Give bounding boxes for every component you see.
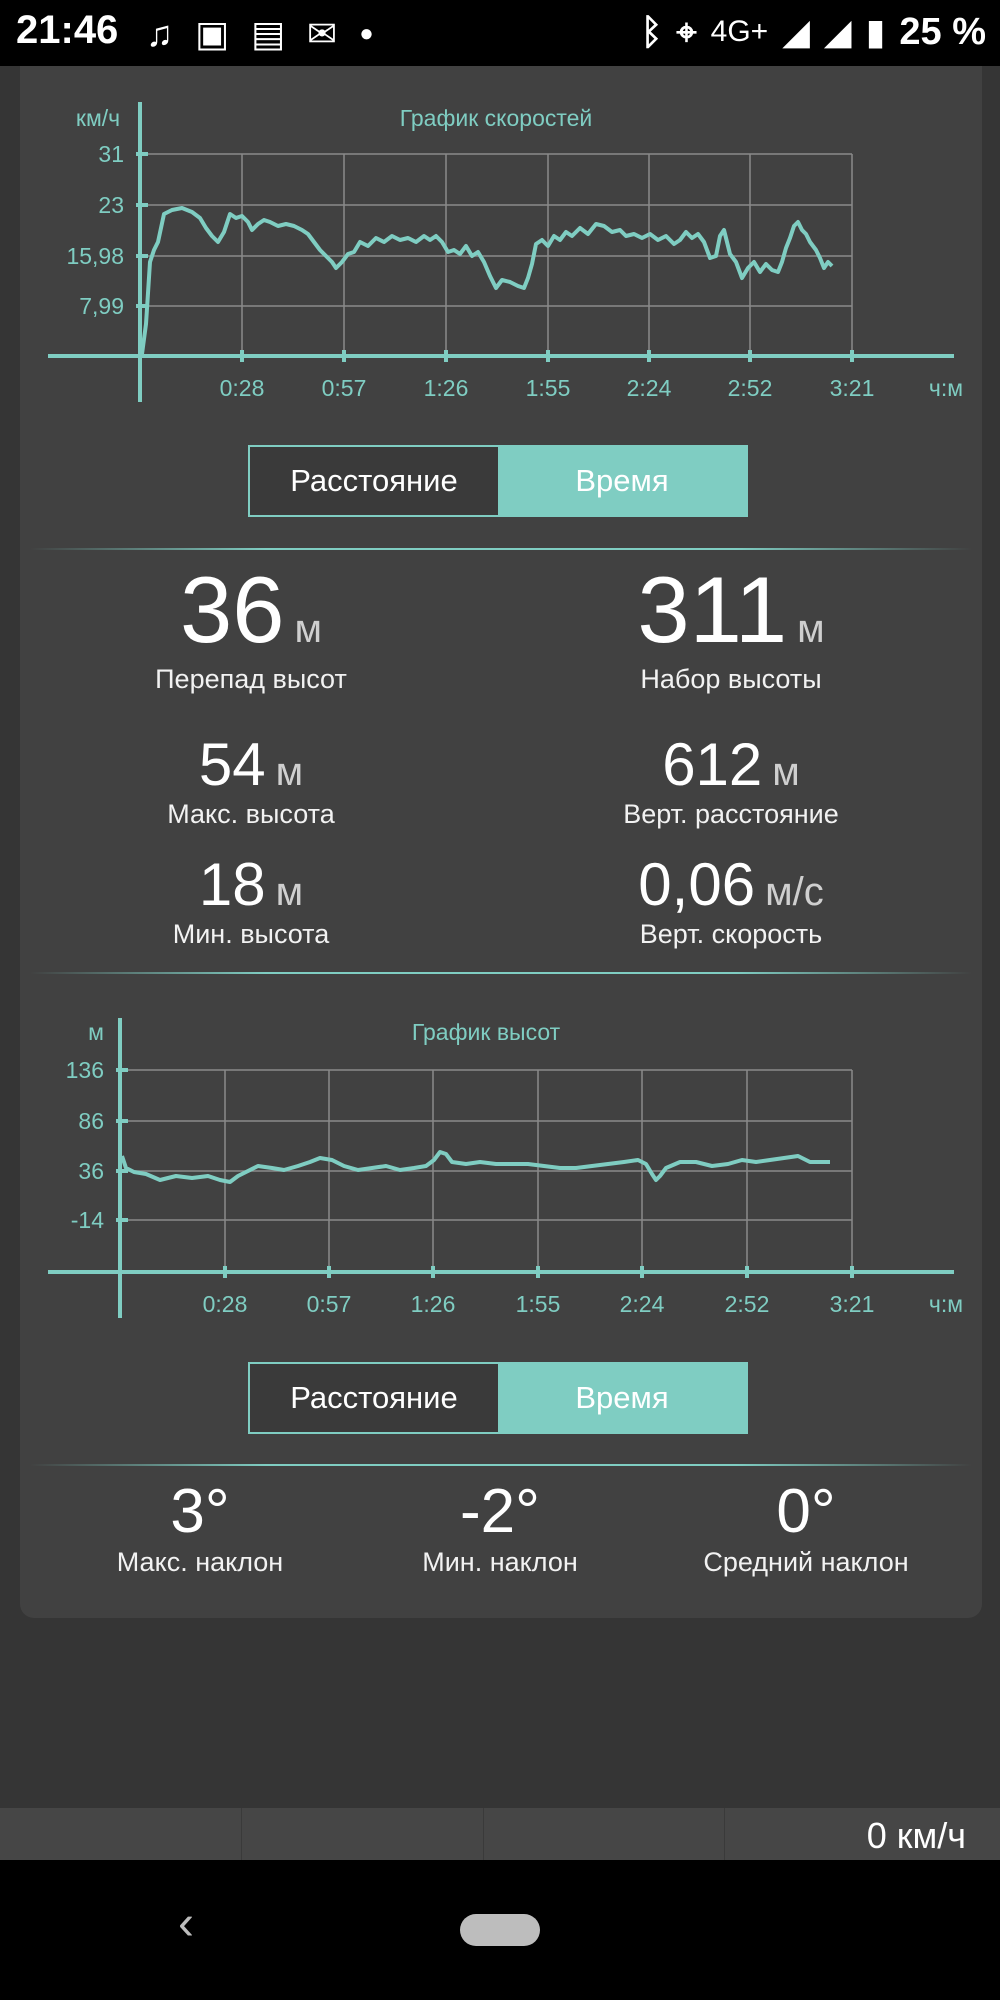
slope-value: -2° — [460, 1477, 540, 1546]
altitude-x-tick: 0:28 — [203, 1291, 248, 1317]
stat-label: Мин. высота — [172, 919, 330, 949]
stat-value: 54 — [198, 731, 266, 798]
message-icon: ▤ — [251, 13, 286, 54]
stat-avg-slope: 0° Средний наклон — [646, 1476, 966, 1578]
stat-value: 0,06 — [638, 851, 756, 918]
stat-unit: м — [772, 750, 800, 794]
stat-vertical-distance: 612 м Верт. расстояние — [506, 730, 956, 830]
bottom-info-bar: 0 км/ч — [0, 1808, 1000, 1860]
network-type: 4G+ — [710, 15, 769, 48]
speed-x-tick: 1:55 — [526, 375, 571, 401]
altitude-y-tick: 36 — [78, 1158, 104, 1184]
speed-x-tick: 3:21 — [830, 375, 875, 401]
battery-percent: 25 % — [899, 10, 986, 53]
divider — [30, 1464, 972, 1466]
dot-icon: ● — [359, 20, 374, 47]
stat-min-slope: -2° Мин. наклон — [340, 1476, 660, 1578]
altitude-x-tick: 2:52 — [725, 1291, 770, 1317]
bottom-bar-cell — [0, 1808, 242, 1860]
stat-label: Макс. высота — [167, 799, 335, 829]
altitude-x-tick: 1:55 — [516, 1291, 561, 1317]
speed-chart-mode-toggle: Расстояние Время — [248, 445, 748, 517]
stat-label: Верт. расстояние — [623, 799, 839, 829]
speed-x-tick: 0:57 — [322, 375, 367, 401]
slope-label: Макс. наклон — [116, 1547, 284, 1577]
stat-elevation-gain: 311 м Набор высоты — [506, 556, 956, 695]
altitude-x-tick: 3:21 — [830, 1291, 875, 1317]
stat-vertical-speed: 0,06 м/с Верт. скорость — [506, 850, 956, 950]
system-nav-bar: ‹ — [0, 1860, 1000, 2000]
back-icon[interactable]: ‹ — [178, 1897, 194, 1950]
slope-label: Мин. наклон — [422, 1547, 578, 1577]
stat-label: Перепад высот — [155, 664, 347, 694]
speed-x-tick: 1:26 — [424, 375, 469, 401]
stat-label: Набор высоты — [640, 664, 822, 694]
speed-line — [140, 206, 834, 355]
slope-value: 3° — [170, 1477, 230, 1546]
speed-x-tick: 2:52 — [728, 375, 773, 401]
battery-icon: ▮ — [865, 11, 886, 52]
altitude-y-unit: м — [88, 1019, 104, 1045]
stat-value: 18 — [198, 851, 266, 918]
stat-value: 36 — [179, 557, 285, 662]
stat-value: 311 — [637, 557, 788, 662]
status-bar: 21:46 ♫ ▣ ▤ ✉ ● ᛒ ⌖ 4G+ ◢ ◢ ▮ 25 % — [0, 0, 1000, 66]
speed-y-tick: 15,98 — [66, 243, 124, 269]
location-icon: ⌖ — [676, 11, 697, 52]
stat-min-altitude: 18 м Мин. высота — [26, 850, 476, 950]
bottom-bar-cell — [242, 1808, 484, 1860]
slope-value: 0° — [776, 1477, 836, 1546]
altitude-toggle-time[interactable]: Время — [498, 1364, 746, 1432]
signal-icon: ◢ — [823, 11, 852, 52]
music-note-icon: ♫ — [146, 13, 173, 54]
current-speed: 0 км/ч — [866, 1815, 966, 1856]
divider — [30, 548, 972, 550]
altitude-x-unit: ч:м — [929, 1291, 963, 1317]
speed-grid — [140, 153, 853, 356]
speed-toggle-distance[interactable]: Расстояние — [250, 447, 498, 515]
speed-toggle-time[interactable]: Время — [498, 447, 746, 515]
speed-y-tick: 31 — [98, 141, 124, 167]
stat-unit: м — [275, 870, 304, 914]
slope-label: Средний наклон — [703, 1547, 909, 1577]
home-pill-icon[interactable] — [460, 1914, 540, 1946]
altitude-grid — [120, 1069, 853, 1272]
speed-y-tick: 23 — [98, 192, 124, 218]
altitude-x-tick: 1:26 — [411, 1291, 456, 1317]
altitude-y-tick: -14 — [71, 1207, 104, 1233]
altitude-x-tick: 2:24 — [620, 1291, 665, 1317]
stat-unit: м — [275, 750, 304, 794]
altitude-line — [120, 1150, 830, 1184]
stat-value: 612 — [662, 731, 763, 798]
speed-x-tick: 0:28 — [220, 375, 265, 401]
speed-x-tick: 2:24 — [627, 375, 672, 401]
status-time: 21:46 — [16, 8, 119, 52]
altitude-chart-title: График высот — [412, 1019, 561, 1045]
stat-unit: м/с — [765, 870, 824, 914]
statistics-card: График скоростей км/ч 31 23 15,98 7,99 0… — [20, 66, 982, 1618]
bottom-bar-cell — [484, 1808, 726, 1860]
altitude-toggle-distance[interactable]: Расстояние — [250, 1364, 498, 1432]
stat-max-slope: 3° Макс. наклон — [40, 1476, 360, 1578]
stat-unit: м — [797, 607, 825, 651]
image-icon: ▣ — [195, 13, 230, 54]
speed-chart-title: График скоростей — [400, 105, 593, 131]
speed-y-unit: км/ч — [76, 105, 120, 131]
altitude-y-tick: 136 — [66, 1057, 104, 1083]
bluetooth-icon: ᛒ — [640, 11, 663, 52]
altitude-chart-mode-toggle: Расстояние Время — [248, 1362, 748, 1434]
speed-y-tick: 7,99 — [79, 293, 124, 319]
divider — [30, 972, 972, 974]
altitude-x-tick: 0:57 — [307, 1291, 352, 1317]
altitude-y-tick: 86 — [78, 1108, 104, 1134]
stat-unit: м — [294, 607, 323, 651]
stat-label: Верт. скорость — [639, 919, 823, 949]
mail-icon: ✉ — [307, 13, 338, 54]
speed-x-unit: ч:м — [929, 375, 963, 401]
speed-chart: График скоростей км/ч 31 23 15,98 7,99 0… — [20, 66, 982, 426]
altitude-chart: График высот м 136 86 36 -14 0:28 0:57 1… — [20, 996, 982, 1356]
stat-elevation-diff: 36 м Перепад высот — [26, 556, 476, 695]
stat-max-altitude: 54 м Макс. высота — [26, 730, 476, 830]
signal-icon: ◢ — [782, 11, 810, 52]
